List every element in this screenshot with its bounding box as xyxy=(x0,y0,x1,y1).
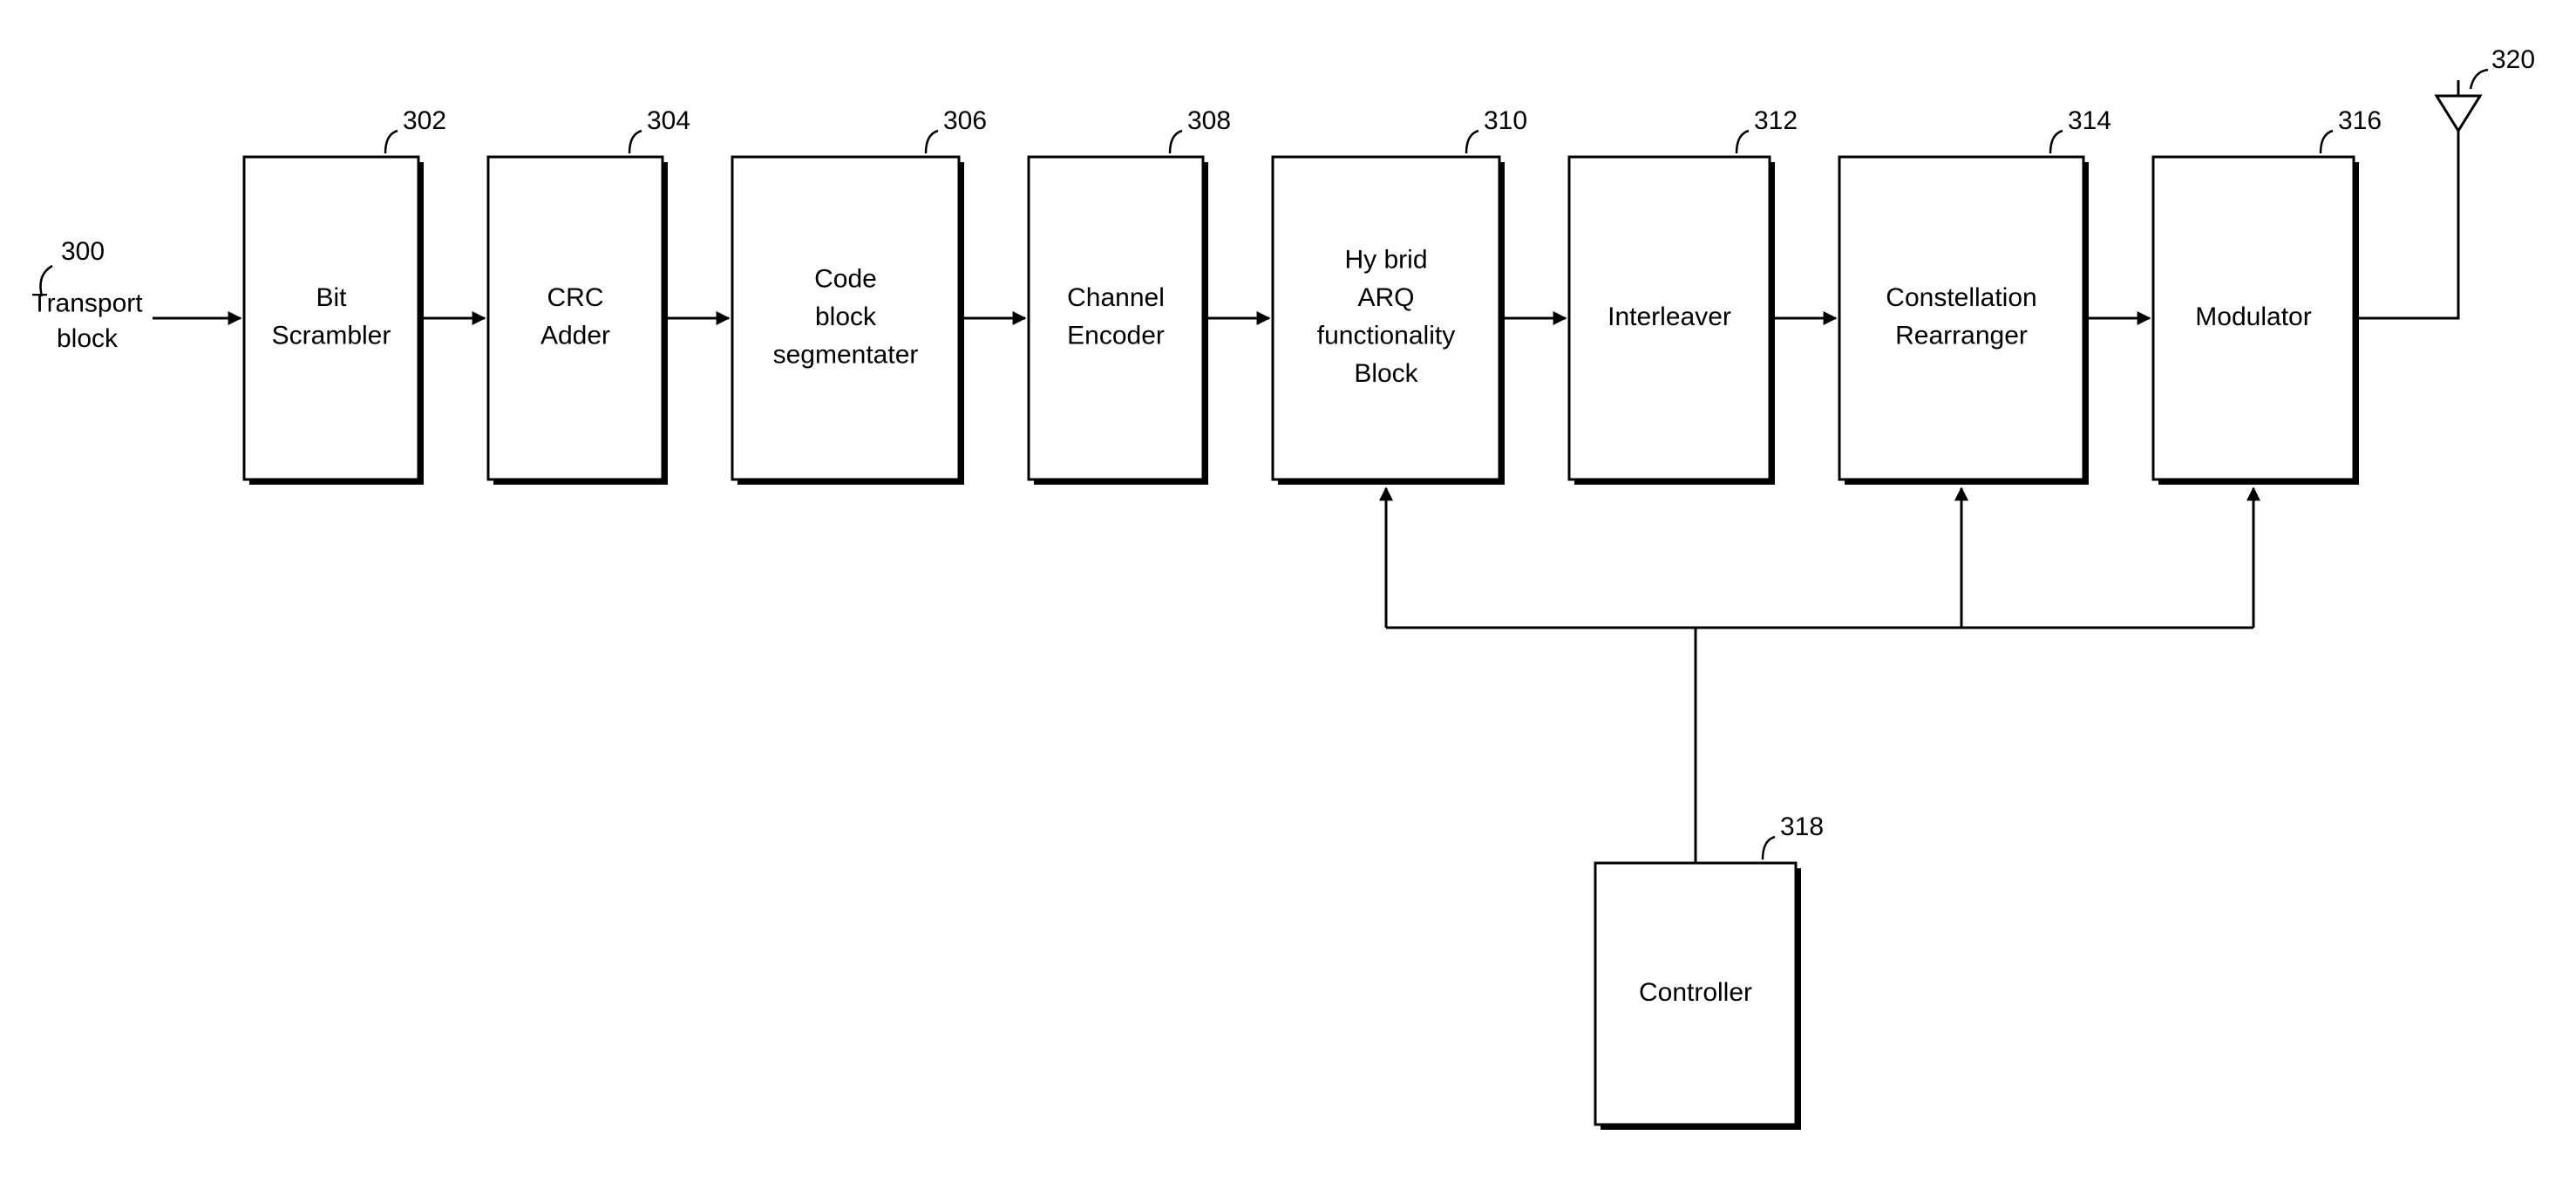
block-label: Block xyxy=(1354,359,1418,388)
ref-leader xyxy=(926,131,938,153)
block-label: Code xyxy=(814,264,877,293)
block-label: Bit xyxy=(316,283,347,312)
block-n308: Channel Encoder 308 xyxy=(1029,106,1231,485)
ref-leader xyxy=(2050,131,2063,153)
block-label: Adder xyxy=(540,322,610,350)
ref-number: 318 xyxy=(1780,812,1824,841)
ref-number: 312 xyxy=(1754,106,1798,135)
block-diagram: Bit Scrambler 302 CRC Adder 304 Code block segme… xyxy=(0,0,2576,1203)
ref-number: 310 xyxy=(1484,106,1527,135)
ref-leader xyxy=(1737,131,1749,153)
block-n306: Code block segmentater 306 xyxy=(732,106,987,485)
block-label: Rearranger xyxy=(1895,322,2028,350)
block-label: Modulator xyxy=(2195,302,2311,331)
block-n312: Interleaver 312 xyxy=(1569,106,1798,485)
block-label: CRC xyxy=(547,283,604,312)
input-label: Transport block 300 xyxy=(31,237,143,353)
block-label: Scrambler xyxy=(272,322,391,350)
antenna-icon xyxy=(2437,96,2480,131)
ref-number: 302 xyxy=(403,106,446,135)
block-label: Constellation xyxy=(1886,283,2036,312)
ref-leader xyxy=(385,131,398,153)
block-label: block xyxy=(815,302,877,331)
block-n304: CRC Adder 304 xyxy=(488,106,690,485)
ref-number: 316 xyxy=(2338,106,2382,135)
ref-leader xyxy=(1170,131,1182,153)
block-label: Hy brid xyxy=(1344,246,1427,275)
ref-leader xyxy=(1466,131,1478,153)
svg-text:Transport: Transport xyxy=(31,289,143,318)
ref-number: 304 xyxy=(647,106,690,135)
ref-leader xyxy=(629,131,642,153)
block-n314: Constellation Rearranger 314 xyxy=(1839,106,2111,485)
block-label: Channel xyxy=(1067,283,1165,312)
ref-leader xyxy=(1763,837,1775,860)
block-label: Controller xyxy=(1639,978,1752,1007)
svg-text:block: block xyxy=(57,324,119,353)
block-label: Interleaver xyxy=(1607,302,1731,331)
ref-number: 308 xyxy=(1187,106,1231,135)
block-label: segmentater xyxy=(773,340,919,369)
ref-number: 306 xyxy=(943,106,987,135)
ref-leader xyxy=(2321,131,2333,153)
ref-number: 314 xyxy=(2068,106,2111,135)
ref-number: 320 xyxy=(2491,45,2535,74)
block-n310: Hy brid ARQ functionality Block 310 xyxy=(1273,106,1527,485)
ref-number: 300 xyxy=(61,237,105,266)
ref-leader xyxy=(2471,70,2488,89)
edge-to-antenna xyxy=(2359,131,2458,318)
block-n302: Bit Scrambler 302 xyxy=(244,106,446,485)
block-n318: Controller 318 xyxy=(1595,812,1824,1130)
block-label: ARQ xyxy=(1357,283,1414,312)
block-label: functionality xyxy=(1317,322,1455,350)
block-label: Encoder xyxy=(1067,322,1165,350)
diagram-root: Bit Scrambler 302 CRC Adder 304 Code block segme… xyxy=(0,0,2576,1203)
block-n316: Modulator 316 xyxy=(2153,106,2382,485)
